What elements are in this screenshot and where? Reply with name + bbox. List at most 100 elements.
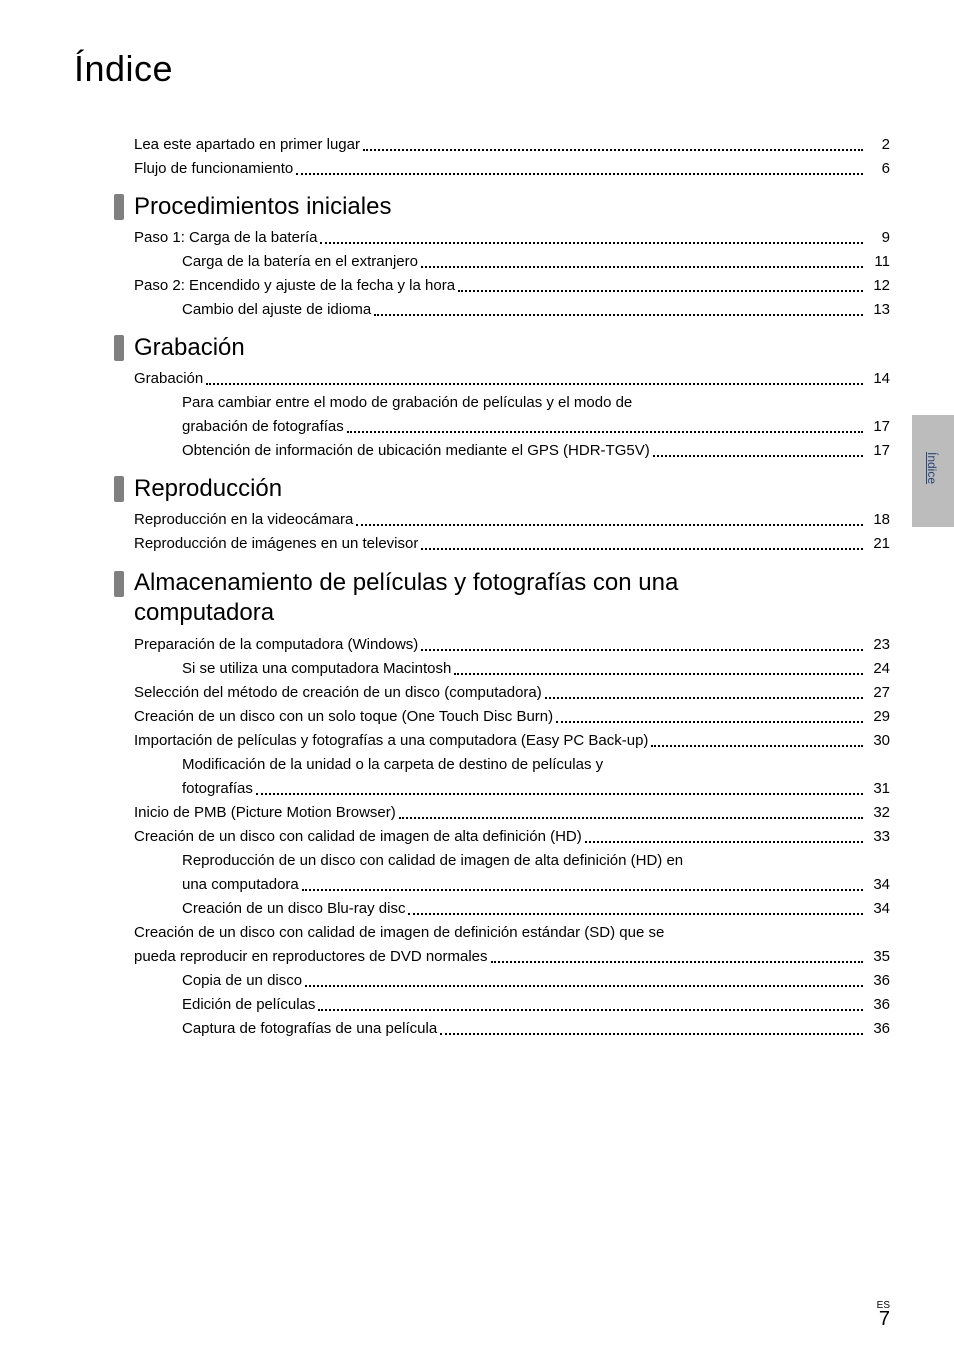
section-header: Procedimientos iniciales [114,193,890,221]
toc-label: Reproducción en la videocámara [134,509,353,530]
toc-page-number: 17 [866,440,890,461]
section-title: Procedimientos iniciales [134,193,391,221]
toc-page-number: 17 [866,416,890,437]
toc-page-number: 36 [866,1018,890,1039]
toc-page-number: 9 [866,227,890,248]
toc-label: Edición de películas [182,994,315,1015]
toc-leader-dots [320,241,863,244]
side-tab-label: Índice [925,452,939,484]
toc-row[interactable]: Si se utiliza una computadora Macintosh 2… [182,658,890,679]
toc-page-number: 23 [866,634,890,655]
toc-leader-dots [305,984,863,987]
toc-label: Si se utiliza una computadora Macintosh [182,658,451,679]
toc-label: Grabación [134,368,203,389]
toc-row[interactable]: Grabación14 [134,368,890,389]
toc-row[interactable]: Lea este apartado en primer lugar 2 [134,134,890,155]
toc-leader-dots [374,313,863,316]
toc-page-number: 29 [866,706,890,727]
toc-leader-dots [363,148,863,151]
toc-label: Carga de la batería en el extranjero [182,251,418,272]
toc-row[interactable]: Paso 1: Carga de la batería 9 [134,227,890,248]
section-bar-icon [114,335,124,361]
section-bar-icon [114,571,124,597]
toc-page-number: 21 [866,533,890,554]
toc-leader-dots [318,1008,863,1011]
toc-label: Importación de películas y fotografías a… [134,730,648,751]
toc-row[interactable]: Creación de un disco Blu-ray disc 34 [182,898,890,919]
toc-label: Paso 1: Carga de la batería [134,227,317,248]
toc-label-upper: Creación de un disco con calidad de imag… [134,922,890,943]
toc-leader-dots [458,289,863,292]
toc-label-lower: pueda reproducir en reproductores de DVD… [134,946,488,967]
toc-leader-dots [421,265,863,268]
toc-row[interactable]: Selección del método de creación de un d… [134,682,890,703]
toc-page-number: 12 [866,275,890,296]
toc-row[interactable]: Flujo de funcionamiento6 [134,158,890,179]
toc-label-upper: Reproducción de un disco con calidad de … [182,850,890,871]
toc-label: Inicio de PMB (Picture Motion Browser) [134,802,396,823]
toc-row-multiline[interactable]: Reproducción de un disco con calidad de … [182,850,890,895]
toc-row[interactable]: Cambio del ajuste de idioma13 [182,299,890,320]
toc-label: Reproducción de imágenes en un televisor [134,533,418,554]
toc-row[interactable]: Reproducción en la videocámara 18 [134,509,890,530]
toc-row[interactable]: Carga de la batería en el extranjero 11 [182,251,890,272]
toc-label: Selección del método de creación de un d… [134,682,542,703]
toc-label-lower: fotografías [182,778,253,799]
toc-row[interactable]: Paso 2: Encendido y ajuste de la fecha y… [134,275,890,296]
toc-label: Cambio del ajuste de idioma [182,299,371,320]
page-title: Índice [74,48,890,90]
toc-leader-dots [421,648,863,651]
toc-leader-dots [491,960,863,963]
page-footer: ES 7 [877,1300,890,1329]
toc-label-upper: Para cambiar entre el modo de grabación … [182,392,890,413]
toc-leader-dots [408,912,863,915]
toc-label-upper: Modificación de la unidad o la carpeta d… [182,754,890,775]
toc-row[interactable]: Reproducción de imágenes en un televisor… [134,533,890,554]
toc-page-number: 30 [866,730,890,751]
toc-row[interactable]: Creación de un disco con calidad de imag… [134,826,890,847]
toc-page-number: 2 [866,134,890,155]
toc-page-number: 36 [866,994,890,1015]
toc-label: Captura de fotografías de una película [182,1018,437,1039]
toc-leader-dots [556,720,863,723]
toc-row[interactable]: Edición de películas 36 [182,994,890,1015]
toc-page-number: 11 [866,251,890,272]
toc-label: Preparación de la computadora (Windows) [134,634,418,655]
section-title-line: computadora [134,598,678,628]
page: Índice Lea este apartado en primer lugar… [0,0,954,1357]
toc-page-number: 18 [866,509,890,530]
toc-leader-dots [454,672,863,675]
toc-label: Paso 2: Encendido y ajuste de la fecha y… [134,275,455,296]
toc-leader-dots [399,816,863,819]
toc-row: fotografías31 [182,778,890,799]
toc-leader-dots [653,454,863,457]
toc-page-number: 34 [866,898,890,919]
toc-row-multiline[interactable]: Para cambiar entre el modo de grabación … [182,392,890,437]
section-header: Grabación [114,334,890,362]
toc-row[interactable]: Importación de películas y fotografías a… [134,730,890,751]
toc-label: Copia de un disco [182,970,302,991]
toc-row[interactable]: Captura de fotografías de una película 36 [182,1018,890,1039]
toc-row-multiline[interactable]: Creación de un disco con calidad de imag… [134,922,890,967]
toc-leader-dots [545,696,863,699]
toc-row[interactable]: Preparación de la computadora (Windows) 2… [134,634,890,655]
toc-row[interactable]: Inicio de PMB (Picture Motion Browser)32 [134,802,890,823]
toc-page-number: 24 [866,658,890,679]
toc-row: pueda reproducir en reproductores de DVD… [134,946,890,967]
toc-row[interactable]: Creación de un disco con un solo toque (… [134,706,890,727]
toc-content: Lea este apartado en primer lugar 2 Flujo … [114,134,890,1039]
toc-row[interactable]: Obtención de información de ubicación me… [182,440,890,461]
toc-leader-dots [421,547,863,550]
section-title: Almacenamiento de películas y fotografía… [134,568,678,628]
toc-page-number: 35 [866,946,890,967]
toc-leader-dots [585,840,863,843]
side-tab[interactable]: Índice [912,415,954,527]
toc-label: Lea este apartado en primer lugar [134,134,360,155]
toc-row-multiline[interactable]: Modificación de la unidad o la carpeta d… [182,754,890,799]
toc-row[interactable]: Copia de un disco36 [182,970,890,991]
toc-label: Creación de un disco Blu-ray disc [182,898,405,919]
toc-leader-dots [296,172,863,175]
toc-row: grabación de fotografías17 [182,416,890,437]
toc-page-number: 27 [866,682,890,703]
toc-label: Obtención de información de ubicación me… [182,440,650,461]
